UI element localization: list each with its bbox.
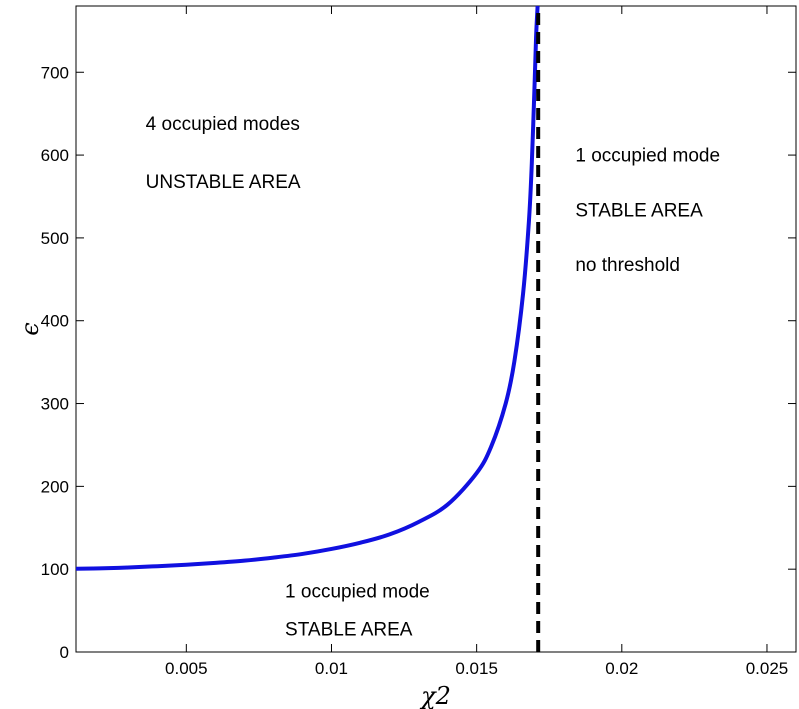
x-axis-label: χ2 bbox=[419, 682, 451, 709]
annotation-text: 4 occupied modes bbox=[146, 114, 300, 135]
x-tick-label: 0.015 bbox=[455, 659, 498, 678]
x-tick-label: 0.025 bbox=[746, 659, 789, 678]
y-tick-label: 700 bbox=[41, 63, 69, 82]
annotation-text: UNSTABLE AREA bbox=[146, 172, 301, 193]
y-tick-label: 400 bbox=[41, 312, 69, 331]
annotation-text: no threshold bbox=[575, 255, 680, 276]
y-axis-label: ϵ bbox=[16, 322, 44, 335]
y-tick-label: 0 bbox=[60, 643, 69, 662]
y-tick-label: 500 bbox=[41, 229, 69, 248]
x-ticks: 0.005 0.01 0.015 0.02 0.025 bbox=[165, 6, 788, 678]
annotation-text: STABLE AREA bbox=[575, 200, 703, 221]
series-group bbox=[75, 5, 541, 652]
y-tick-label: 600 bbox=[41, 146, 69, 165]
y-ticks: 0 100 200 300 400 500 600 700 bbox=[41, 63, 796, 662]
stability-boundary-curve bbox=[75, 5, 540, 571]
annotation-text: 1 occupied mode bbox=[285, 581, 430, 602]
y-tick-label: 200 bbox=[41, 477, 69, 496]
y-tick-label: 300 bbox=[41, 395, 69, 414]
annotations: 4 occupied modes UNSTABLE AREA 1 occupied … bbox=[146, 114, 720, 640]
x-tick-label: 0.01 bbox=[315, 659, 348, 678]
x-tick-label: 0.02 bbox=[605, 659, 638, 678]
annotation-text: STABLE AREA bbox=[285, 619, 413, 640]
annotation-text: 1 occupied mode bbox=[575, 146, 720, 167]
y-tick-label: 100 bbox=[41, 560, 69, 579]
plot-area bbox=[75, 5, 797, 653]
x-tick-label: 0.005 bbox=[165, 659, 208, 678]
